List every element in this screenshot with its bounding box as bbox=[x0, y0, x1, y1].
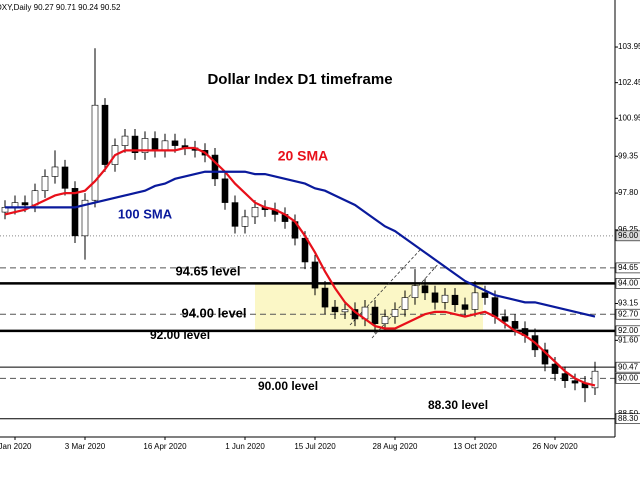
highlight-zone bbox=[255, 283, 483, 331]
y-tick-label: 93.15 bbox=[618, 299, 639, 308]
x-tick-label: Jan 2020 bbox=[0, 442, 32, 451]
chart-header: DXY,Daily 90.27 90.71 90.24 90.52 bbox=[0, 3, 121, 12]
x-tick-label: 15 Jul 2020 bbox=[294, 442, 336, 451]
annotation: 90.00 level bbox=[258, 379, 318, 393]
x-tick-label: 13 Oct 2020 bbox=[453, 442, 497, 451]
candle-body bbox=[541, 349, 549, 365]
price-level-box bbox=[615, 278, 640, 289]
x-tick-label: 16 Apr 2020 bbox=[143, 442, 187, 451]
candle-body bbox=[391, 309, 399, 317]
candle-body bbox=[301, 237, 309, 263]
candle-body bbox=[551, 363, 559, 374]
candle-body bbox=[171, 140, 179, 146]
candle-body bbox=[21, 202, 29, 206]
candle-body bbox=[471, 292, 479, 310]
y-tick-label: 96.25 bbox=[618, 225, 639, 234]
price-level-label: 92.00 bbox=[618, 326, 639, 335]
price-level-box bbox=[615, 325, 640, 337]
price-level-label: 94.00 bbox=[618, 278, 639, 287]
candle-body bbox=[341, 309, 349, 313]
candle-body bbox=[211, 154, 219, 180]
candle-body bbox=[561, 373, 569, 382]
y-tick-label: 100.95 bbox=[618, 113, 640, 122]
candle-body bbox=[51, 166, 59, 177]
x-tick-label: 1 Jun 2020 bbox=[225, 442, 265, 451]
candle-body bbox=[91, 104, 99, 201]
annotation: 20 SMA bbox=[278, 148, 329, 164]
candle-body bbox=[571, 380, 579, 384]
candle-body bbox=[411, 285, 419, 298]
y-tick-label: 103.95 bbox=[618, 42, 640, 51]
price-level-label: 90.00 bbox=[618, 373, 639, 382]
candle-body bbox=[421, 285, 429, 294]
candle-body bbox=[331, 306, 339, 313]
candle-body bbox=[131, 135, 139, 154]
candle-body bbox=[151, 138, 159, 151]
price-level-label: 96.00 bbox=[618, 231, 639, 240]
x-tick-label: 3 Mar 2020 bbox=[65, 442, 106, 451]
price-level-box bbox=[615, 308, 640, 320]
candle-body bbox=[321, 287, 329, 308]
candle-body bbox=[101, 104, 109, 165]
candle-body bbox=[241, 216, 249, 227]
candle-body bbox=[81, 199, 89, 237]
price-level-box bbox=[615, 230, 640, 242]
channel-line bbox=[349, 249, 421, 326]
candle-body bbox=[501, 316, 509, 322]
price-level-box bbox=[615, 361, 640, 373]
annotation: 94.65 level bbox=[175, 263, 240, 278]
candle-body bbox=[381, 316, 389, 325]
candle-body bbox=[401, 297, 409, 310]
candle-body bbox=[371, 306, 379, 325]
candle-body bbox=[121, 135, 129, 146]
candle-body bbox=[431, 292, 439, 303]
annotation: Dollar Index D1 timeframe bbox=[207, 71, 392, 88]
candle-body bbox=[511, 321, 519, 329]
y-tick-label: 102.45 bbox=[618, 78, 640, 87]
x-tick-label: 28 Aug 2020 bbox=[373, 442, 418, 451]
candle-body bbox=[451, 294, 459, 306]
x-tick-label: 26 Nov 2020 bbox=[532, 442, 578, 451]
y-tick-label: 99.35 bbox=[618, 151, 639, 160]
price-level-label: 94.65 bbox=[618, 263, 639, 272]
annotation: 92.00 level bbox=[150, 328, 210, 342]
y-tick-label: 91.60 bbox=[618, 335, 639, 344]
candle-body bbox=[61, 166, 69, 189]
candle-body bbox=[591, 370, 599, 389]
annotation: 100 SMA bbox=[118, 206, 173, 221]
sma-line bbox=[4, 146, 596, 387]
annotation: 88.30 level bbox=[428, 398, 488, 412]
sma-line bbox=[5, 170, 596, 318]
y-tick-label: 97.80 bbox=[618, 188, 639, 197]
candle-body bbox=[71, 188, 79, 237]
candle-body bbox=[311, 261, 319, 289]
candle-body bbox=[41, 176, 49, 192]
candle-body bbox=[491, 297, 499, 317]
price-level-label: 90.47 bbox=[618, 362, 639, 371]
candle-body bbox=[221, 178, 229, 203]
price-level-label: 88.30 bbox=[618, 414, 639, 423]
candle-body bbox=[441, 294, 449, 303]
price-level-label: 92.70 bbox=[618, 309, 639, 318]
candle-body bbox=[481, 292, 489, 298]
annotation: 94.00 level bbox=[181, 305, 246, 320]
candle-body bbox=[461, 304, 469, 310]
candle-body bbox=[141, 138, 149, 154]
price-level-box bbox=[615, 262, 640, 274]
candle-body bbox=[251, 207, 259, 218]
price-level-box bbox=[615, 373, 640, 384]
price-level-box bbox=[615, 413, 640, 425]
candle-body bbox=[161, 140, 169, 151]
candle-body bbox=[231, 202, 239, 227]
